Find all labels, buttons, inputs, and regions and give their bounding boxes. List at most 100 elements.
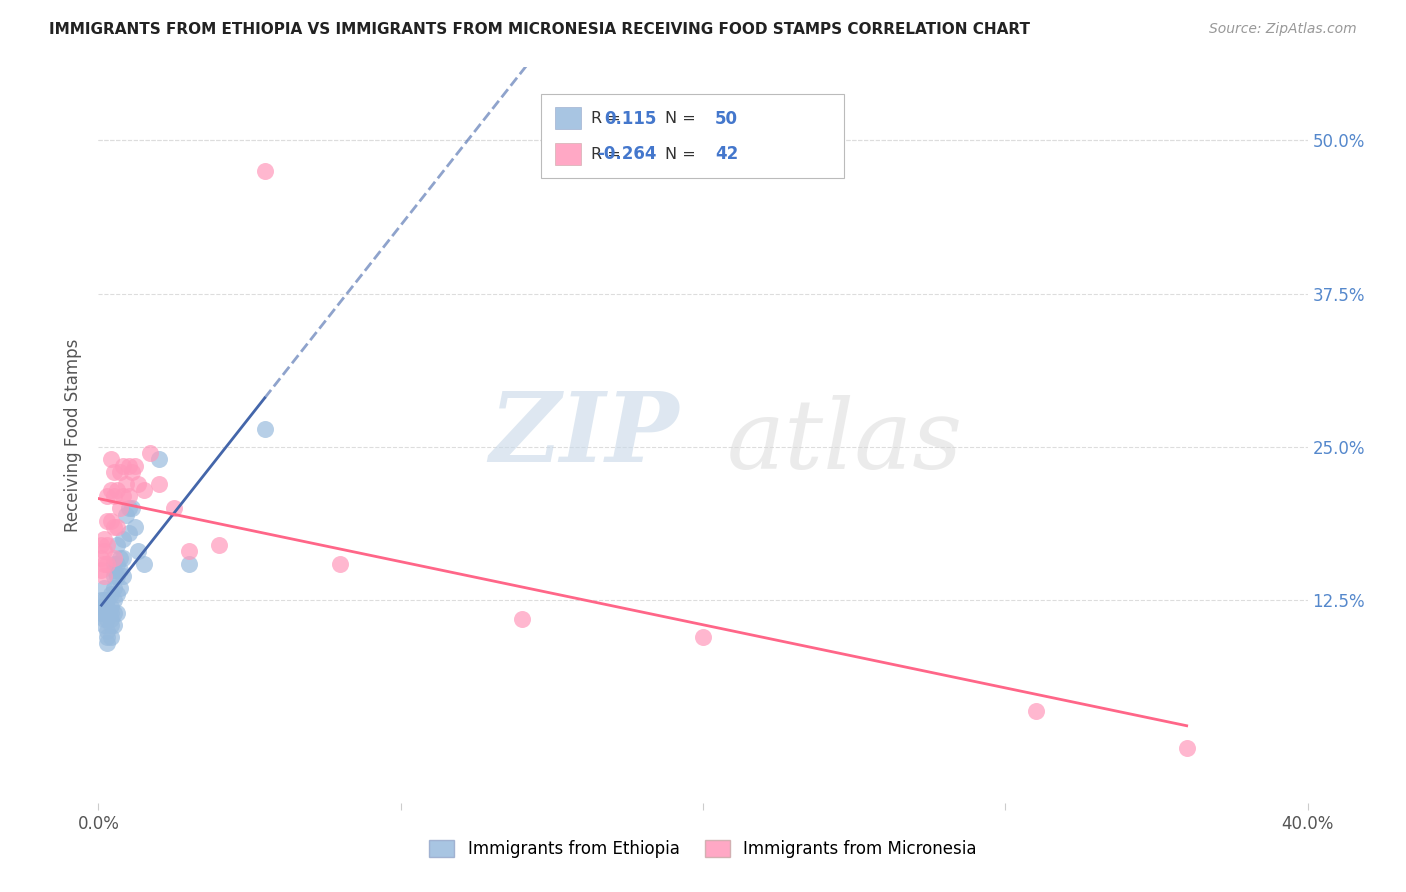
Point [111,569,134,583]
Point [93,606,115,620]
Point [90,606,112,620]
Point [118,526,141,541]
Text: 0.115: 0.115 [605,110,657,128]
Point [253,164,276,178]
Point [100,618,122,632]
Point [96,538,118,552]
Point [127,544,149,558]
Point [90,538,112,552]
Point [96,636,118,650]
Point [510,612,533,626]
Point [108,501,131,516]
Point [111,489,134,503]
Point [163,501,186,516]
Point [108,550,131,565]
Point [93,544,115,558]
Point [96,489,118,503]
Point [103,520,125,534]
Point [139,446,162,460]
Point [100,630,122,644]
Point [93,618,115,632]
Point [96,599,118,614]
Point [148,476,170,491]
Point [111,458,134,473]
Point [93,569,115,583]
Text: IMMIGRANTS FROM ETHIOPIA VS IMMIGRANTS FROM MICRONESIA RECEIVING FOOD STAMPS COR: IMMIGRANTS FROM ETHIOPIA VS IMMIGRANTS F… [49,22,1031,37]
Point [93,599,115,614]
Point [93,532,115,546]
Text: atlas: atlas [727,395,963,489]
Point [111,532,134,546]
Point [96,593,118,607]
Point [103,606,125,620]
Point [96,557,118,571]
Point [121,465,143,479]
Point [100,606,122,620]
Y-axis label: Receiving Food Stamps: Receiving Food Stamps [65,338,83,532]
Point [1024,704,1046,718]
Point [108,465,131,479]
Point [124,520,146,534]
Point [105,606,128,620]
Point [1175,740,1198,755]
Point [114,476,136,491]
Point [103,489,125,503]
Point [132,557,155,571]
Point [114,508,136,522]
Point [90,563,112,577]
Text: -0.264: -0.264 [598,145,657,163]
Point [111,550,134,565]
Point [100,612,122,626]
Point [118,458,141,473]
Point [103,465,125,479]
Point [148,452,170,467]
Text: ZIP: ZIP [489,388,679,482]
Text: N =: N = [665,147,696,161]
Point [132,483,155,497]
Point [100,587,122,601]
Point [108,563,131,577]
Point [90,593,112,607]
Point [96,630,118,644]
Point [105,520,128,534]
Point [124,458,146,473]
Point [93,557,115,571]
Point [96,624,118,639]
Point [105,483,128,497]
Point [96,612,118,626]
Point [103,581,125,595]
Point [90,550,112,565]
Text: R =: R = [591,147,620,161]
Text: N =: N = [665,112,696,126]
Point [127,476,149,491]
Point [100,599,122,614]
Point [692,630,714,644]
Point [179,544,201,558]
Point [100,514,122,528]
Point [90,599,112,614]
Point [93,593,115,607]
Point [103,557,125,571]
Point [96,514,118,528]
Point [108,581,131,595]
Point [121,501,143,516]
Point [105,569,128,583]
Point [105,538,128,552]
Point [103,593,125,607]
Point [103,618,125,632]
Point [100,483,122,497]
Text: 42: 42 [714,145,738,163]
Legend: Immigrants from Ethiopia, Immigrants from Micronesia: Immigrants from Ethiopia, Immigrants fro… [423,833,983,864]
Point [118,489,141,503]
Point [105,557,128,571]
Point [93,612,115,626]
Text: 50: 50 [716,110,738,128]
Point [208,538,231,552]
Point [105,587,128,601]
Point [253,422,276,436]
Point [103,550,125,565]
Text: Source: ZipAtlas.com: Source: ZipAtlas.com [1209,22,1357,37]
Point [118,501,141,516]
Point [329,557,352,571]
Point [100,452,122,467]
